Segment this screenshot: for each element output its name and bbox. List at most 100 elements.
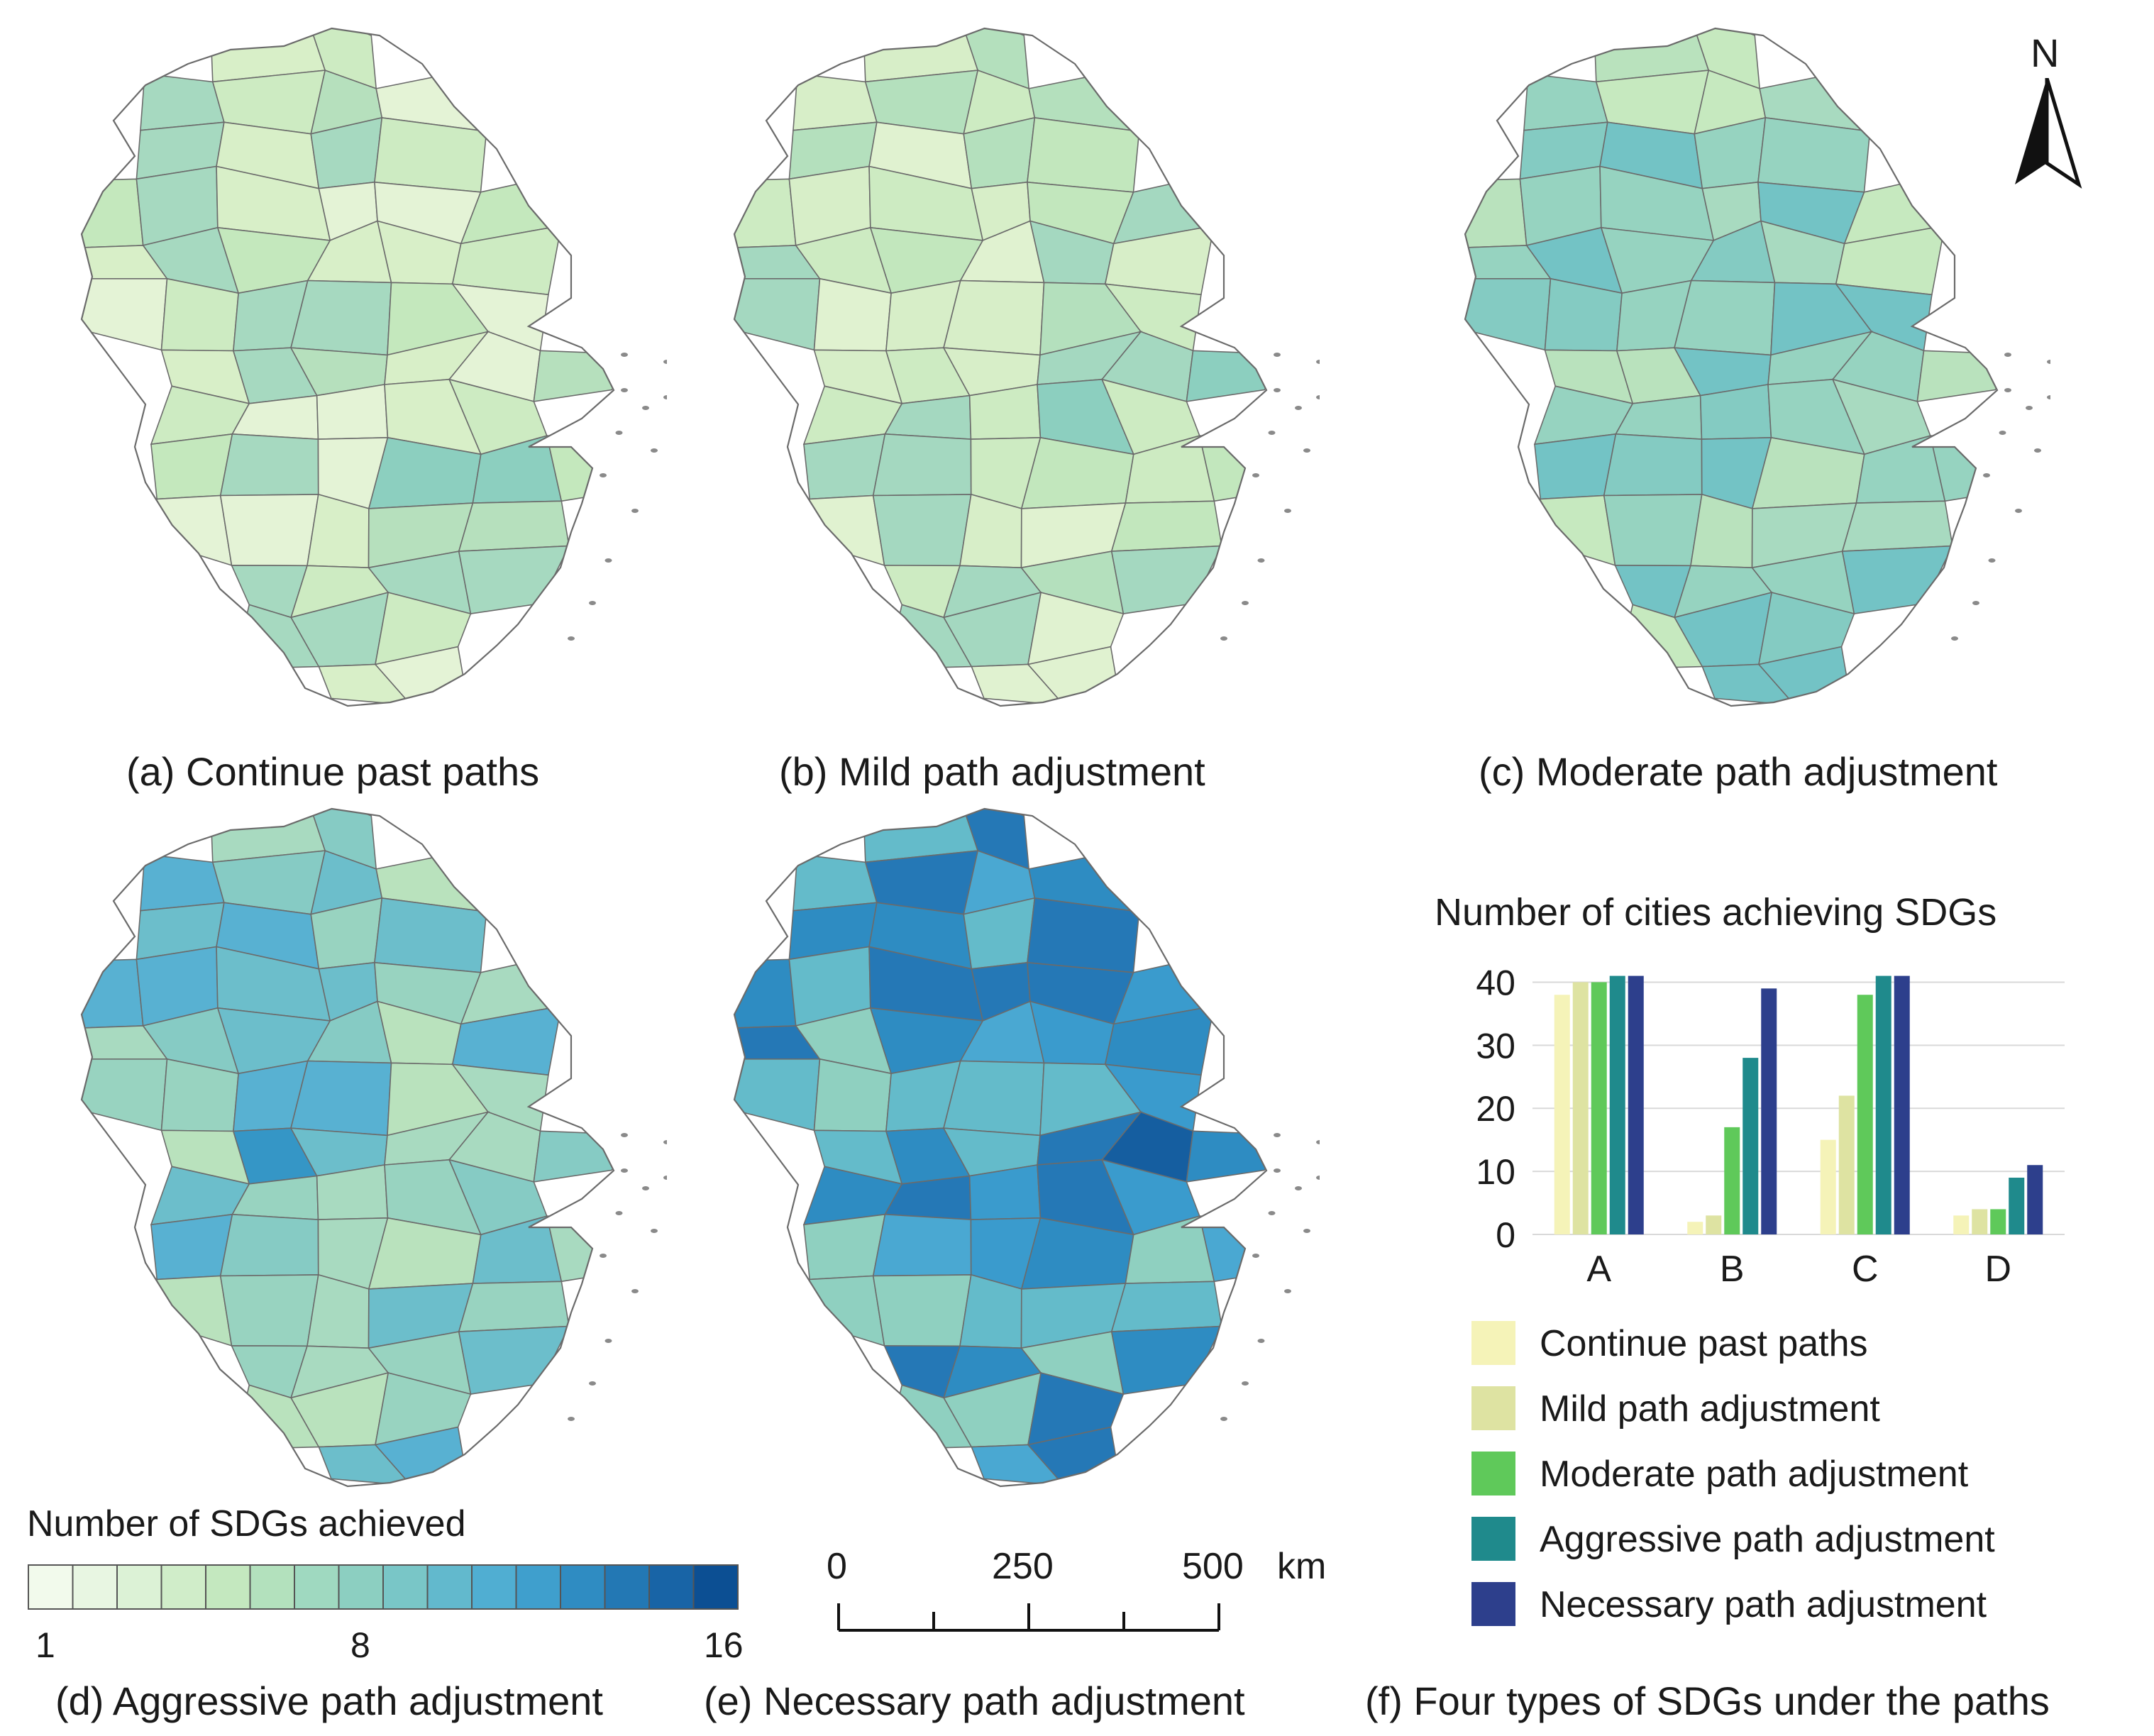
- island-mark: [1252, 1254, 1259, 1258]
- legend-swatch: [1471, 1517, 1515, 1561]
- region-map-a: [28, 21, 667, 731]
- district-area: [734, 179, 795, 248]
- color-legend-title: Number of SDGs achieved: [27, 1503, 466, 1544]
- bar-A-4: [1609, 975, 1625, 1234]
- legend-swatch-1: [28, 1564, 74, 1610]
- district-group: [734, 28, 1266, 706]
- island-mark: [600, 1254, 607, 1258]
- island-mark: [621, 388, 628, 392]
- island-mark: [1252, 473, 1259, 477]
- island-mark: [1242, 1381, 1249, 1386]
- region-outline: [734, 28, 1266, 706]
- map-panel-c: [1412, 21, 2050, 731]
- region-outline: [82, 28, 614, 706]
- legend-min-label: 1: [35, 1625, 55, 1665]
- district-area: [152, 1276, 232, 1346]
- caption-a: (a) Continue past paths: [126, 749, 540, 794]
- bar-D-2: [1972, 1209, 1988, 1234]
- bar-C-5: [1894, 975, 1910, 1234]
- island-mark: [1316, 1176, 1320, 1180]
- district-group: [734, 809, 1266, 1486]
- district-area: [873, 1275, 971, 1346]
- district-area: [944, 281, 1044, 355]
- district-area: [459, 546, 569, 614]
- island-mark: [621, 1168, 628, 1173]
- caption-f: (f) Four types of SDGs under the paths: [1365, 1679, 2050, 1723]
- district-area: [375, 898, 487, 973]
- island-mark: [1257, 1339, 1265, 1343]
- district-group: [82, 809, 614, 1486]
- district-area: [1112, 1281, 1222, 1332]
- island-mark: [1999, 431, 2006, 435]
- district-area: [1112, 546, 1222, 614]
- bar-C-1: [1820, 1139, 1836, 1234]
- caption-c: (c) Moderate path adjustment: [1479, 749, 1998, 794]
- legend-series-label: Aggressive path adjustment: [1540, 1519, 1995, 1560]
- bar-D-5: [2027, 1165, 2043, 1234]
- y-tick-label: 40: [1476, 963, 1515, 1002]
- bar-A-1: [1554, 995, 1570, 1234]
- district-area: [1535, 496, 1616, 565]
- district-area: [1465, 179, 1526, 248]
- region-outline: [82, 809, 614, 1486]
- island-mark: [604, 558, 612, 563]
- caption-e: (e) Necessary path adjustment: [704, 1679, 1245, 1723]
- district-area: [1200, 435, 1266, 501]
- legend-swatch-6: [249, 1564, 295, 1610]
- region-outline: [1465, 28, 1997, 706]
- district-area: [1917, 350, 1997, 402]
- island-mark: [2047, 360, 2050, 364]
- bar-B-5: [1761, 988, 1777, 1234]
- district-area: [734, 1059, 820, 1131]
- scale-label-0: 0: [827, 1546, 847, 1587]
- bar-C-2: [1838, 1095, 1855, 1234]
- map-panel-a: [28, 21, 667, 731]
- island-mark: [2004, 353, 2011, 357]
- island-mark: [1274, 1133, 1281, 1137]
- district-area: [221, 494, 319, 565]
- legend-series-label: Moderate path adjustment: [1540, 1454, 1969, 1495]
- district-area: [291, 281, 391, 355]
- district-area: [1186, 1131, 1266, 1182]
- island-mark: [1983, 473, 1990, 477]
- district-area: [734, 959, 795, 1028]
- district-area: [793, 74, 877, 131]
- island-mark: [1242, 601, 1249, 605]
- district-area: [734, 279, 820, 350]
- legend-swatch-4: [160, 1564, 206, 1610]
- scale-label-250: 250: [992, 1546, 1054, 1587]
- region-outline: [734, 809, 1266, 1486]
- district-area: [1604, 494, 1702, 565]
- island-mark: [2047, 395, 2050, 399]
- island-mark: [1988, 558, 1996, 563]
- legend-swatch: [1471, 1321, 1515, 1365]
- island-mark: [1284, 1289, 1291, 1293]
- district-area: [152, 496, 232, 565]
- district-area: [944, 1061, 1044, 1136]
- district-area: [804, 1215, 885, 1280]
- island-mark: [1257, 558, 1265, 563]
- district-area: [82, 1059, 167, 1131]
- island-mark: [663, 1176, 667, 1180]
- legend-series-label: Continue past paths: [1540, 1323, 1868, 1364]
- bar-B-2: [1706, 1215, 1722, 1234]
- island-mark: [600, 473, 607, 477]
- bar-A-5: [1628, 975, 1644, 1234]
- island-mark: [1316, 1140, 1320, 1144]
- caption-d: (d) Aggressive path adjustment: [55, 1679, 603, 1723]
- bar-B-1: [1687, 1222, 1703, 1234]
- y-tick-label: 30: [1476, 1026, 1515, 1066]
- island-mark: [1295, 1186, 1302, 1190]
- district-area: [804, 434, 885, 499]
- district-area: [1112, 501, 1222, 551]
- legend-swatch-12: [515, 1564, 561, 1610]
- island-mark: [615, 431, 623, 435]
- district-area: [1465, 279, 1551, 350]
- legend-swatch-3: [116, 1564, 162, 1610]
- island-mark: [1316, 395, 1320, 399]
- district-area: [1186, 350, 1266, 402]
- scale-label-500: 500: [1182, 1546, 1244, 1587]
- north-label: N: [2031, 31, 2060, 75]
- district-area: [547, 1215, 614, 1281]
